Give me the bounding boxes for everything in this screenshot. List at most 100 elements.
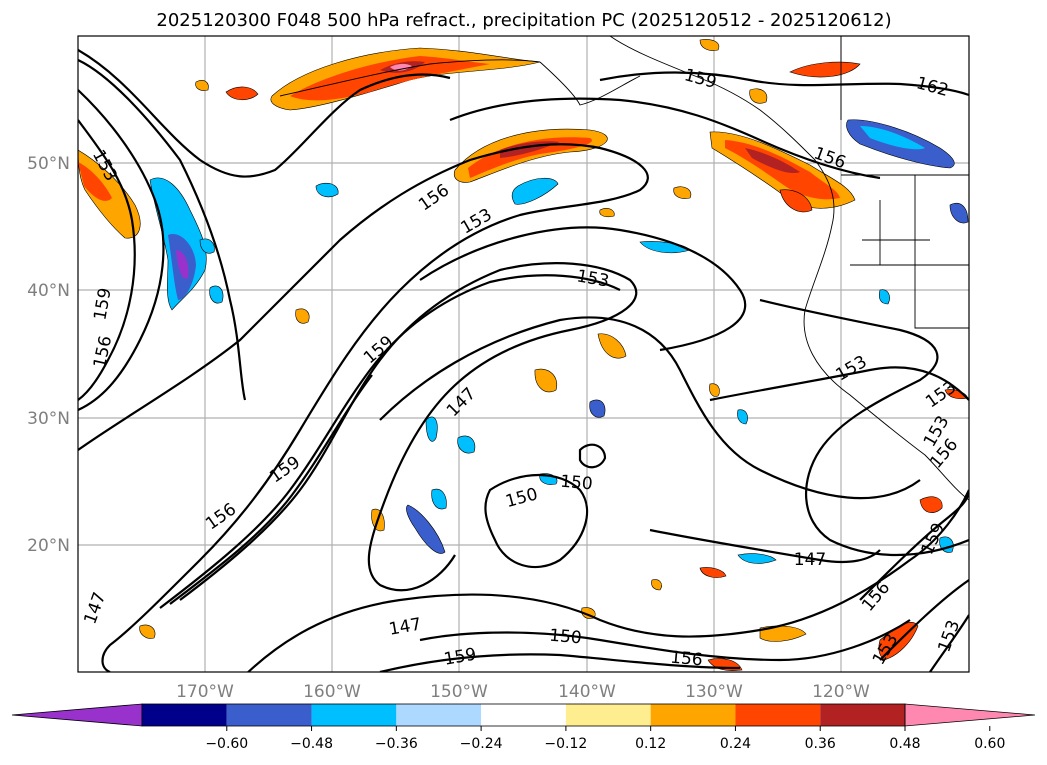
precip-orange-c6 bbox=[599, 208, 615, 218]
contour-156-se bbox=[859, 489, 969, 601]
precip-orange-sw bbox=[139, 624, 156, 639]
precip-cyan-s6 bbox=[737, 553, 777, 564]
precip-orange-s11 bbox=[651, 579, 662, 591]
lat-label: 20°N bbox=[27, 536, 70, 556]
contour-159-west bbox=[78, 89, 165, 412]
contour-outer-west bbox=[78, 59, 247, 401]
precip-cyan-ne bbox=[860, 126, 925, 150]
lon-label: 150°W bbox=[430, 682, 488, 702]
lon-label: 130°W bbox=[685, 682, 743, 702]
lon-label: 170°W bbox=[176, 682, 234, 702]
contour-159-south bbox=[379, 653, 741, 672]
colorbar-tick-label: −0.12 bbox=[544, 736, 587, 752]
contour-150-closed bbox=[484, 474, 589, 569]
lat-tick-labels: 50°N 40°N 30°N 20°N bbox=[27, 154, 70, 556]
precip-red-c7 bbox=[699, 567, 727, 578]
precip-orange-small1 bbox=[195, 80, 209, 91]
colorbar-segment bbox=[735, 704, 821, 726]
colorbar-ticks: −0.60 −0.48 −0.36 −0.24 −0.12 0.12 0.24 0.36 0.4… bbox=[205, 726, 1005, 752]
lon-label: 120°W bbox=[812, 682, 870, 702]
precip-orange-c2 bbox=[597, 333, 627, 359]
precip-orange-e6 bbox=[709, 383, 720, 397]
precip-blue-s5 bbox=[406, 504, 446, 554]
lon-label: 160°W bbox=[303, 682, 361, 702]
colorbar-tick-label: −0.24 bbox=[460, 736, 503, 752]
chart-title: 2025120300 F048 500 hPa refract., precip… bbox=[156, 10, 891, 31]
lon-label: 140°W bbox=[558, 682, 616, 702]
colorbar-tick-label: −0.60 bbox=[205, 736, 248, 752]
contour-159-jet bbox=[159, 274, 621, 609]
contours bbox=[78, 49, 969, 672]
contour-outer-north bbox=[78, 49, 451, 178]
precip-orange-c4 bbox=[295, 308, 310, 324]
colorbar-tick-label: −0.36 bbox=[375, 736, 418, 752]
precip-red-small1 bbox=[225, 86, 259, 101]
contour-156-main bbox=[78, 143, 649, 672]
contour-153-east bbox=[759, 298, 969, 557]
contour-153-east2 bbox=[709, 366, 969, 402]
contour-small-closed bbox=[578, 443, 607, 469]
colorbar-segment bbox=[565, 704, 651, 726]
precip-red-west bbox=[78, 162, 112, 201]
contour-153-mid bbox=[419, 226, 747, 352]
colorbar-outline bbox=[141, 703, 906, 727]
contour-label: 150 bbox=[548, 626, 582, 649]
precip-blue-s3 bbox=[589, 399, 606, 418]
contour-159-jet2 bbox=[169, 374, 373, 605]
contour-label: 150 bbox=[559, 472, 593, 495]
lon-tick-labels: 170°W 160°W 150°W 140°W 130°W 120°W bbox=[176, 682, 870, 702]
colorbar-tick-label: 0.60 bbox=[974, 736, 1005, 752]
precip-cyan-e3 bbox=[737, 409, 748, 425]
precip-cyan-w2 bbox=[199, 238, 215, 254]
precip-cyan-s1 bbox=[425, 416, 438, 442]
precip-cyan-s4 bbox=[431, 488, 447, 510]
colorbar-segment bbox=[650, 704, 736, 726]
colorbar-tick-label: −0.48 bbox=[290, 736, 333, 752]
coastline-na bbox=[609, 36, 969, 501]
colorbar-segment bbox=[481, 704, 566, 726]
contour-label: 147 bbox=[794, 550, 826, 570]
precip-purple-west bbox=[176, 250, 189, 279]
state-borders bbox=[840, 36, 969, 329]
precip-orange-ne bbox=[699, 39, 720, 51]
coastline-alaska-south bbox=[539, 61, 641, 106]
colorbar-extend-high bbox=[904, 703, 1036, 727]
colorbar-segments bbox=[11, 703, 1036, 727]
contour-150-south bbox=[246, 489, 969, 672]
lat-label: 50°N bbox=[27, 154, 70, 174]
precip-cyan-mid2 bbox=[511, 177, 559, 205]
precip-pink-alaska bbox=[390, 63, 412, 71]
lat-label: 30°N bbox=[27, 409, 70, 429]
precip-orange-ne2 bbox=[749, 88, 768, 104]
contour-159-se bbox=[929, 614, 969, 672]
precip-red-pnw bbox=[468, 137, 592, 178]
colorbar-tick-label: 0.48 bbox=[889, 736, 920, 752]
lat-label: 40°N bbox=[27, 281, 70, 301]
colorbar-tick-label: 0.12 bbox=[635, 736, 666, 752]
map-panel: 153 159 156 147 156 153 153 159 147 159 … bbox=[77, 35, 970, 673]
contour-156-west bbox=[78, 119, 136, 401]
colorbar-segment bbox=[311, 704, 397, 726]
contour-153-se bbox=[879, 579, 969, 661]
precip-orange-c1 bbox=[534, 368, 558, 393]
precip-cyan-mid1 bbox=[315, 182, 339, 198]
precip-red-ne bbox=[789, 61, 861, 78]
contour-label: 156 bbox=[669, 648, 703, 671]
coastline-aleutian bbox=[279, 59, 541, 97]
coastlines bbox=[279, 36, 969, 501]
precip-red-e4 bbox=[919, 496, 943, 513]
contour-156-south bbox=[419, 619, 911, 662]
precip-blue-east bbox=[949, 202, 969, 224]
precip-orange-c5 bbox=[673, 186, 692, 199]
precip-red-coast2 bbox=[779, 189, 813, 213]
colorbar-segment bbox=[396, 704, 482, 726]
contour-147 bbox=[379, 316, 921, 500]
colorbar-tick-label: 0.36 bbox=[805, 736, 836, 752]
state-borders2 bbox=[862, 200, 930, 265]
contour-156-north bbox=[449, 97, 881, 180]
colorbar-segment bbox=[226, 704, 312, 726]
colorbar-extend-low bbox=[11, 703, 143, 727]
contour-159-north bbox=[599, 71, 969, 97]
colorbar-tick-label: 0.24 bbox=[720, 736, 751, 752]
